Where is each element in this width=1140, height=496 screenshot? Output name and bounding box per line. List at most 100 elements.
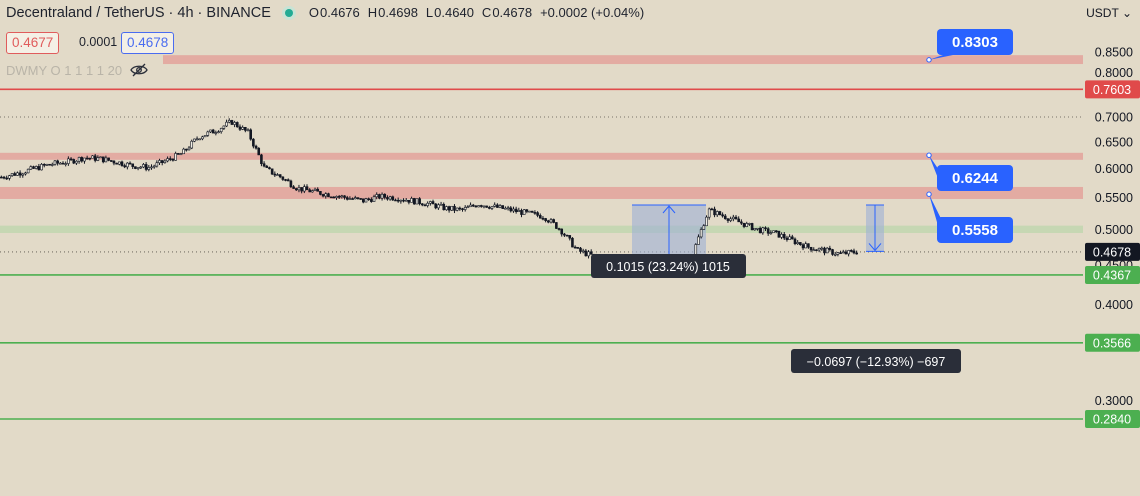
candle-body [388,196,392,200]
candle-body [482,205,486,208]
candle-body [163,160,167,163]
candle-body [136,167,140,169]
candle-body [372,196,376,202]
candle-body [707,208,711,218]
candle-body [828,247,832,250]
candle-body [504,207,507,210]
candle-body [77,157,81,162]
candle-body [351,198,354,200]
candle-body [721,214,724,217]
candle-body [804,243,808,249]
candle-body [147,167,151,170]
candle-body [404,199,408,202]
indicator-legend: DWMY O 1 1 1 1 20 [6,63,148,80]
candle-body [764,227,767,230]
axis-tick-label: 0.4000 [1095,298,1133,312]
candle-body [498,205,502,208]
axis-tick-label: 0.8500 [1095,46,1133,60]
candle-body [812,249,816,252]
last-price-badge-bg [1085,242,1140,261]
measure-down-label: −0.0697 (−12.93%) −697 [807,355,946,369]
candle-body [726,218,730,221]
candle-body [434,203,438,209]
candle-body [407,199,411,203]
candle-body [557,228,561,230]
candle-body [378,194,381,199]
candle-body [276,174,279,176]
candle-body [589,251,593,255]
candle-body [777,230,781,238]
candle-body [72,159,76,164]
symbol-title[interactable]: Decentraland / TetherUS · 4h · BINANCE [6,5,271,21]
market-status-icon [284,8,293,17]
candle-body [83,157,86,162]
candle-body [262,163,266,167]
axis-tick-label: 0.8000 [1095,66,1133,80]
candle-body [729,218,732,221]
candle-body [42,164,46,166]
candle-body [246,129,250,132]
candle-body [13,173,17,176]
candle-body [426,202,429,206]
candle-body [24,172,27,175]
candle-body [450,205,454,211]
candle-body [177,153,180,155]
candle-body [536,212,539,216]
candle-body [391,196,395,201]
candle-body [252,138,255,147]
price-change: +0.0002 (+0.04%) [540,5,645,20]
candle-body [493,204,496,207]
buy-price-button[interactable]: 0.4678 [121,32,175,54]
candle-body [836,252,840,255]
zone-red [0,152,1083,160]
eye-off-icon[interactable] [130,63,148,80]
candle-body [429,201,432,204]
candle-body [525,209,529,212]
zone-red [163,55,1083,65]
candle-body [345,197,349,200]
measure-up-arrowhead [662,205,676,214]
candle-body [544,218,547,221]
zone-green [0,225,1083,234]
callout-box [937,29,1013,55]
candle-body [268,167,271,170]
candle-body [174,153,177,161]
candle-body [841,251,845,254]
candle-body [579,247,582,252]
candle-body [88,157,92,160]
level-badge-green: 0.2840 [1093,413,1131,427]
candle-body [329,196,333,199]
candle-body [447,206,451,211]
sell-price-button[interactable]: 0.4677 [6,32,60,54]
measure-up-label: 0.1015 (23.24%) 1015 [606,260,730,274]
candle-body [844,251,848,255]
candle-body [249,129,252,140]
candle-body [442,203,446,211]
candle-body [319,191,322,195]
candle-body [187,147,191,151]
candle-body [311,190,314,193]
candle-body [278,174,282,178]
candle-body [815,249,818,252]
candle-body [418,198,421,205]
candle-body [552,219,555,223]
candle-body [144,164,148,170]
callout-box [937,165,1013,191]
candle-body [29,166,33,170]
candle-body [193,138,196,142]
candle-body [134,166,137,169]
candle-body [517,210,521,213]
candle-body [820,247,824,250]
level-badge-green-bg [1085,265,1140,284]
level-badge-green: 0.3566 [1093,336,1131,350]
candle-body [697,236,700,245]
candle-body [740,221,743,224]
level-badge-green-bg [1085,333,1140,352]
axis-tick-label: 0.3000 [1095,394,1133,408]
callout-pointer [929,55,953,60]
currency-selector[interactable]: USDT ⌄ [1086,6,1132,20]
candle-body [139,166,143,169]
candle-body [182,148,185,155]
